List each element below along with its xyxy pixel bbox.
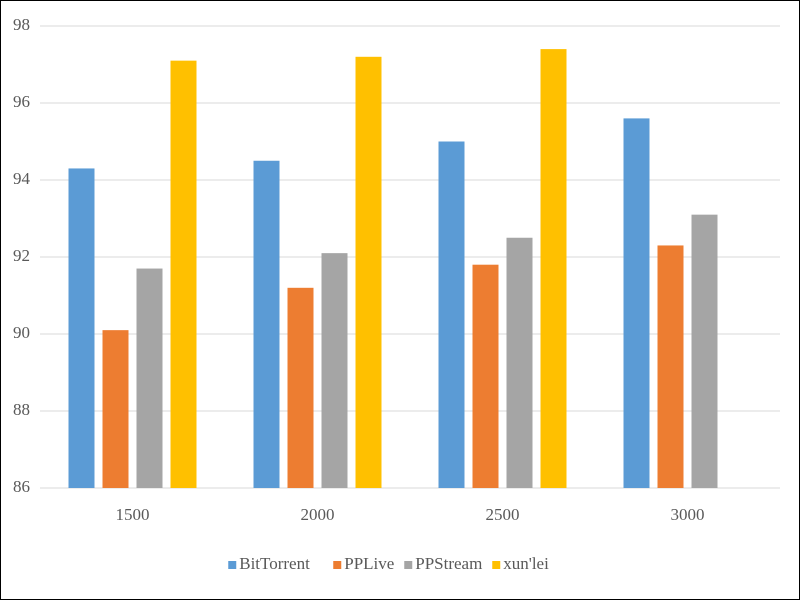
y-tick-label: 88: [13, 400, 30, 419]
legend-marker: [228, 561, 237, 569]
y-tick-label: 90: [13, 323, 30, 342]
bar: [506, 237, 533, 488]
bar: [136, 268, 163, 488]
bar: [438, 141, 465, 488]
bar: [623, 118, 650, 489]
x-tick-label: 2000: [301, 505, 335, 524]
bar: [287, 287, 314, 488]
y-tick-label: 92: [13, 246, 30, 265]
legend-label: PPLive: [344, 554, 394, 573]
legend-marker: [492, 561, 501, 569]
bar: [540, 49, 567, 488]
bar: [472, 264, 499, 488]
bar: [321, 253, 348, 488]
y-tick-label: 96: [13, 92, 30, 111]
y-tick-label: 98: [13, 15, 30, 34]
bar: [691, 214, 718, 488]
bar: [657, 245, 684, 488]
bar: [68, 168, 95, 488]
x-tick-label: 2500: [486, 505, 520, 524]
legend-marker: [333, 561, 342, 569]
legend-label: BitTorrent: [239, 554, 310, 573]
bar: [102, 330, 129, 488]
legend-marker: [404, 561, 413, 569]
y-tick-label: 94: [13, 169, 31, 188]
x-tick-label: 1500: [116, 505, 150, 524]
bar: [253, 160, 280, 488]
x-tick-label: 3000: [671, 505, 705, 524]
legend-label: xun'lei: [503, 554, 549, 573]
y-tick-label: 86: [13, 477, 30, 496]
bar: [355, 56, 382, 489]
legend-label: PPStream: [415, 554, 482, 573]
bar: [170, 60, 197, 489]
